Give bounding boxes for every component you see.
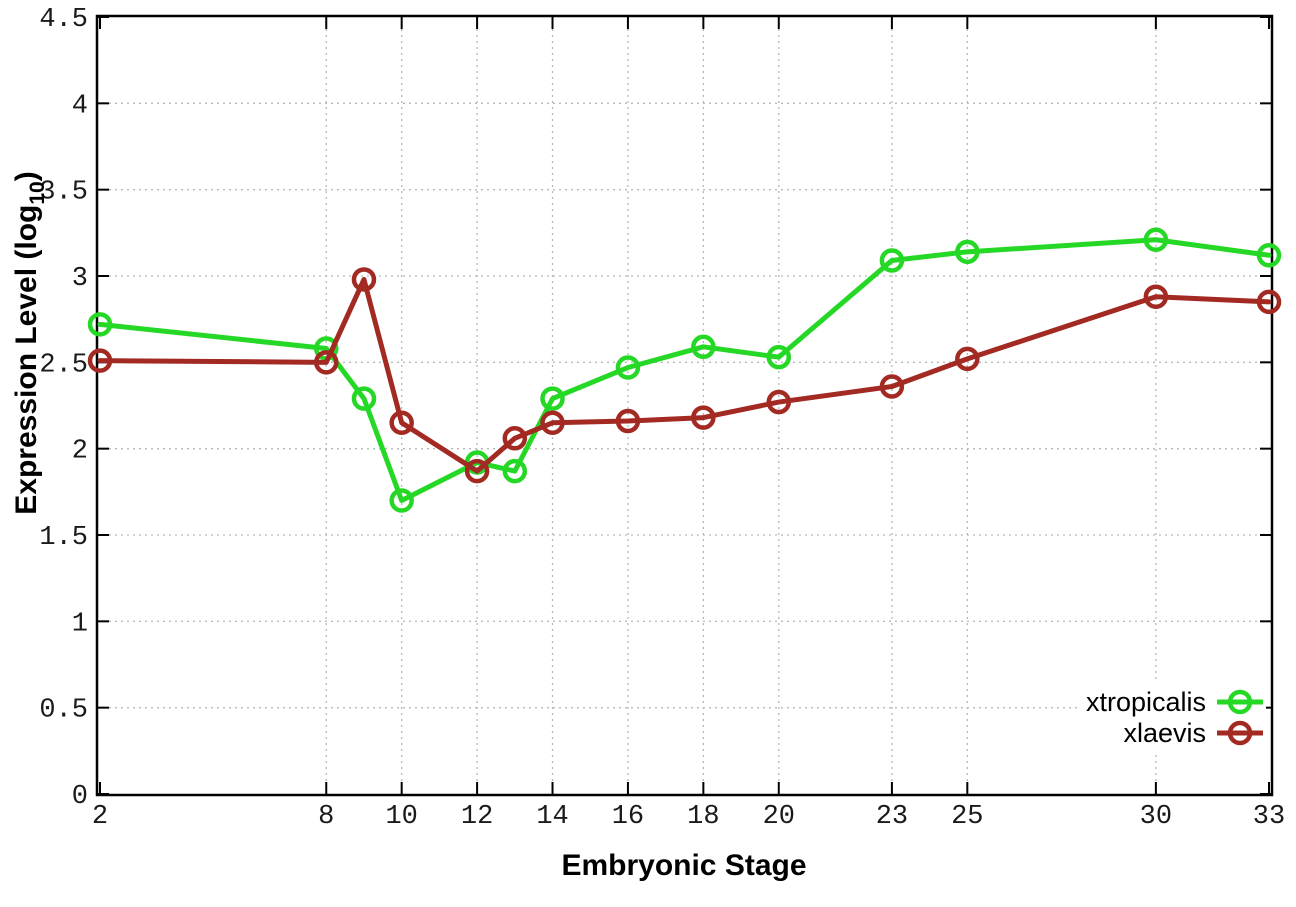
data-point-xtropicalis-stage-33	[1256, 243, 1282, 268]
y-axis-label-subscript: 10	[26, 181, 49, 204]
data-point-xlaevis-stage-12	[464, 458, 490, 484]
y-tick-label: 2.5	[39, 350, 88, 380]
x-tick-label: 16	[612, 802, 644, 832]
data-point-xlaevis-stage-30	[1143, 284, 1169, 309]
legend-marker-xlaevis	[1227, 720, 1253, 746]
tick-labels-layer: 2 8 10 12 14 16 18 20 23 25 30 33 0 0.5 1 1.5 2 2.5 3 3.5 4 4…	[39, 5, 1285, 832]
data-point-xlaevis-stage-13	[502, 426, 528, 451]
data-point-xtropicalis-stage-18	[691, 334, 716, 360]
x-tick-label: 23	[876, 802, 908, 832]
data-point-xlaevis-stage-16	[615, 408, 641, 434]
legend-label-xtropicalis: xtropicalis	[1086, 687, 1206, 717]
data-point-xlaevis-stage-14	[540, 410, 565, 436]
data-point-xlaevis-stage-8	[314, 350, 339, 375]
legend-label-xlaevis: xlaevis	[1123, 718, 1206, 748]
x-tick-label: 25	[951, 802, 983, 832]
y-axis-label: Expression Level (log10)	[10, 171, 49, 514]
y-tick-label: 1.5	[39, 523, 88, 553]
data-point-xlaevis-stage-23	[879, 374, 905, 399]
series-line-xtropicalis	[97, 237, 1272, 503]
y-tick-label: 4	[72, 91, 88, 121]
data-point-xtropicalis-stage-16	[615, 355, 641, 380]
data-point-xtropicalis-stage-13	[502, 458, 528, 484]
x-tick-label: 8	[318, 802, 334, 832]
legend-item-xtropicalis: xtropicalis	[1086, 687, 1263, 717]
series-line-xlaevis	[97, 276, 1272, 474]
y-tick-label: 1	[72, 609, 88, 639]
x-tick-label: 14	[536, 802, 568, 832]
x-tick-label: 2	[92, 802, 108, 832]
x-tick-label: 33	[1253, 802, 1285, 832]
y-axis-label-close: )	[10, 171, 43, 181]
plot-border	[95, 14, 1274, 797]
data-point-xlaevis-stage-33	[1256, 289, 1282, 315]
legend: xtropicalis xlaevis	[1080, 682, 1266, 752]
y-tick-label: 0	[72, 782, 88, 812]
data-point-xtropicalis-stage-20	[766, 344, 792, 370]
data-point-xtropicalis-stage-9	[351, 386, 377, 411]
data-point-xtropicalis-stage-14	[540, 386, 565, 411]
data-point-xlaevis-stage-25	[955, 346, 980, 372]
series-layer	[87, 227, 1282, 513]
data-point-xtropicalis-stage-25	[955, 239, 980, 265]
x-axis-label: Embryonic Stage	[561, 849, 806, 882]
y-axis-label-main: Expression Level (log	[10, 205, 43, 515]
y-tick-label: 4.5	[39, 5, 88, 35]
x-tick-label: 20	[763, 802, 795, 832]
data-point-xlaevis-stage-18	[691, 405, 716, 430]
data-point-xtropicalis-stage-23	[879, 248, 905, 273]
legend-marker-xtropicalis	[1227, 689, 1253, 715]
y-tick-label: 0.5	[39, 696, 88, 726]
legend-item-xlaevis: xlaevis	[1123, 718, 1263, 748]
x-tick-label: 18	[687, 802, 719, 832]
data-point-xlaevis-stage-20	[766, 389, 792, 415]
data-point-xtropicalis-stage-10	[389, 488, 414, 513]
x-tick-label: 10	[385, 802, 417, 832]
data-point-xtropicalis-stage-30	[1143, 227, 1169, 252]
data-point-xlaevis-stage-2	[87, 348, 113, 373]
y-tick-label: 2	[72, 437, 88, 467]
x-tick-label: 12	[461, 802, 493, 832]
y-tick-label: 3.5	[39, 178, 88, 208]
y-tick-label: 3	[72, 264, 88, 294]
data-point-xtropicalis-stage-2	[87, 312, 113, 337]
gridlines-layer	[97, 17, 1272, 794]
x-tick-label: 30	[1140, 802, 1172, 832]
ticks-layer	[97, 16, 1272, 795]
data-point-xlaevis-stage-9	[351, 267, 377, 292]
data-point-xlaevis-stage-10	[389, 410, 414, 436]
